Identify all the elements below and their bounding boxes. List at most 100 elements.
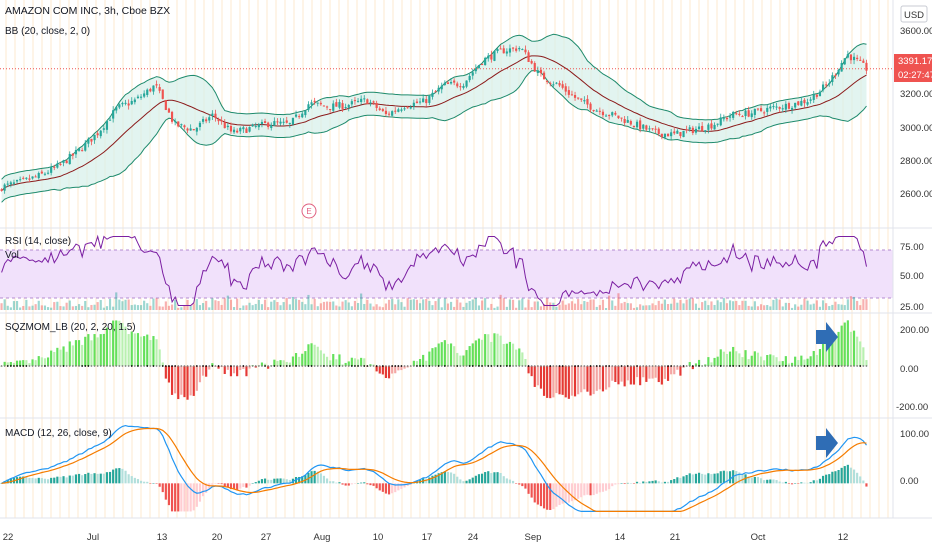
squeeze-dot	[636, 365, 638, 367]
squeeze-dot	[428, 365, 431, 367]
squeeze-dot	[75, 365, 77, 367]
squeeze-dot	[667, 365, 669, 367]
macd-histogram-bar	[511, 480, 515, 484]
squeeze-dot	[68, 365, 71, 367]
squeeze-bar	[87, 334, 90, 366]
currency-button[interactable]: USD	[900, 5, 928, 23]
candle-body	[291, 117, 295, 125]
squeeze-dot	[778, 365, 781, 367]
squeeze-bar	[263, 363, 267, 366]
squeeze-dot	[831, 365, 834, 367]
squeeze-dot	[130, 365, 133, 367]
squeeze-dot	[617, 365, 620, 367]
chart-title: AMAZON COM INC, 3h, Cboe BZX	[5, 5, 170, 17]
candle-body	[794, 102, 797, 108]
volume-bar	[468, 301, 471, 310]
volume-bar	[248, 302, 251, 310]
macd-histogram-bar	[688, 473, 691, 484]
squeeze-dot	[140, 365, 142, 367]
candle-body	[43, 173, 47, 175]
volume-legend[interactable]: Vol	[5, 250, 19, 261]
macd-legend[interactable]: MACD (12, 26, close, 9)	[5, 428, 112, 439]
candle-body	[828, 83, 831, 85]
squeeze-dot	[301, 365, 304, 367]
volume-bar	[353, 300, 357, 310]
bb-legend[interactable]: BB (20, close, 2, 0)	[5, 26, 90, 37]
rsi-legend[interactable]: RSI (14, close)	[5, 236, 71, 247]
volume-bar	[298, 299, 301, 310]
squeeze-dot	[583, 365, 586, 367]
candle-body	[3, 184, 6, 191]
volume-bar	[815, 300, 818, 310]
macd-histogram-bar	[201, 483, 205, 497]
volume-bar	[403, 306, 406, 310]
volume-bar	[549, 302, 552, 310]
candle-body	[236, 130, 239, 133]
squeeze-dot	[298, 365, 301, 367]
volume-bar	[93, 304, 96, 310]
macd-histogram-bar	[533, 483, 536, 503]
squeeze-momentum-pane[interactable]	[0, 320, 868, 400]
candle-body	[552, 84, 555, 86]
squeeze-bar	[211, 363, 214, 366]
volume-bar	[759, 304, 763, 310]
squeeze-dot	[564, 365, 567, 367]
volume-bar	[356, 303, 360, 310]
squeeze-dot	[608, 365, 611, 367]
squeeze-dot	[127, 365, 130, 367]
volume-bar	[344, 300, 347, 310]
squeeze-dot	[416, 365, 418, 367]
macd-axis[interactable]: 100.00 0.00	[900, 429, 929, 487]
squeeze-dot	[304, 365, 307, 367]
volume-bar	[697, 307, 701, 310]
candle-body	[518, 48, 521, 50]
squeeze-dot	[65, 365, 68, 367]
candle-body	[515, 48, 518, 51]
macd-histogram-bar	[189, 483, 192, 512]
volume-bar	[530, 307, 533, 310]
squeeze-bar	[722, 351, 725, 366]
time-axis[interactable]: 22 Jul 13 20 27 Aug 10 17 24 Sep 14 21 Oct 12	[3, 532, 849, 543]
squeeze-bar	[133, 333, 136, 366]
macd-histogram-bar	[716, 473, 719, 484]
squeeze-dot	[109, 365, 111, 367]
squeeze-dot	[81, 365, 84, 367]
squeeze-bar	[549, 366, 552, 399]
squeeze-bar	[322, 353, 326, 366]
sqzmom-legend[interactable]: SQZMOM_LB (20, 2, 20, 1.5)	[5, 322, 136, 333]
volume-bar	[28, 306, 31, 310]
candle-body	[226, 125, 229, 128]
rsi-tick: 50.00	[900, 271, 924, 282]
volume-bar	[378, 306, 381, 310]
rsi-volume-pane[interactable]	[0, 234, 893, 311]
macd-histogram-bar	[837, 469, 840, 484]
volume-bar	[456, 299, 459, 310]
candle-body	[366, 99, 369, 104]
volume-bar	[96, 302, 99, 310]
candle-body	[37, 173, 40, 179]
candle-body	[722, 118, 725, 120]
rsi-axis[interactable]: 75.00 50.00 25.00	[900, 242, 924, 313]
volume-bar	[198, 305, 202, 310]
squeeze-bar	[614, 366, 617, 382]
macd-histogram-bar	[502, 476, 505, 484]
macd-histogram-bar	[236, 483, 239, 491]
price-pane[interactable]	[0, 33, 893, 203]
candle-body	[654, 128, 657, 130]
squeeze-dot	[682, 365, 685, 367]
earnings-marker[interactable]: E	[301, 203, 317, 219]
volume-bar	[130, 305, 133, 310]
volume-bar	[387, 299, 391, 310]
squeeze-bar	[713, 357, 716, 366]
squeeze-bar	[670, 366, 673, 375]
macd-histogram-bar	[484, 472, 487, 484]
candle-body	[446, 82, 450, 84]
candle-body	[623, 118, 626, 123]
squeeze-bar	[344, 362, 347, 366]
squeeze-dot	[363, 365, 366, 367]
volume-bar	[3, 299, 6, 310]
price-axis[interactable]: 3600.00 3200.00 3000.00 2800.00 2600.00	[900, 26, 932, 200]
macd-pane[interactable]	[0, 424, 868, 512]
sqzmom-axis[interactable]: 200.00 0.00 -200.00	[896, 325, 929, 413]
